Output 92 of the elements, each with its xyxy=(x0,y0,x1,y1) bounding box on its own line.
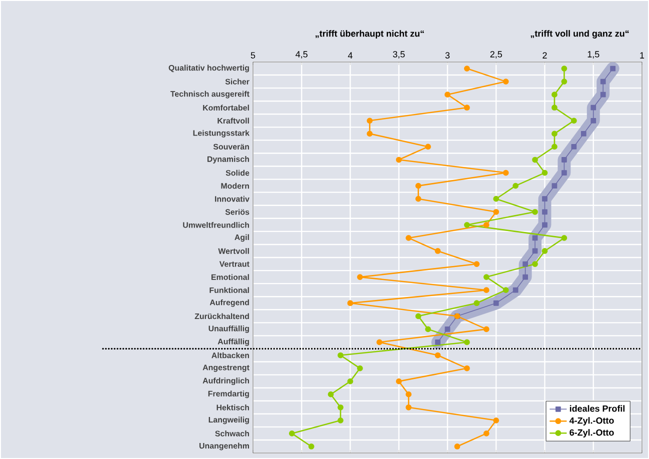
point xyxy=(590,118,596,124)
point xyxy=(542,248,548,254)
point xyxy=(474,300,480,306)
legend-label: ideales Profil xyxy=(570,405,625,412)
point xyxy=(434,248,441,254)
point xyxy=(483,326,490,332)
text: „trifft voll und ganz zu“ xyxy=(530,30,629,38)
point xyxy=(347,300,354,306)
point xyxy=(396,378,402,384)
point xyxy=(600,92,606,98)
point xyxy=(415,313,422,320)
point xyxy=(610,66,616,72)
point xyxy=(562,157,567,162)
point xyxy=(338,404,344,410)
point xyxy=(357,365,363,372)
point xyxy=(347,378,354,384)
point xyxy=(542,196,548,202)
point xyxy=(483,274,490,280)
point xyxy=(561,235,568,241)
point xyxy=(464,66,470,72)
point xyxy=(493,208,500,215)
point xyxy=(308,444,314,450)
point xyxy=(552,104,558,111)
point xyxy=(483,287,490,294)
point xyxy=(434,352,441,358)
point xyxy=(522,274,528,280)
point xyxy=(366,130,373,137)
point xyxy=(552,92,558,98)
point xyxy=(532,261,538,267)
x-tick-label: 1,5 xyxy=(588,51,600,58)
point xyxy=(406,391,412,398)
x-tick-label: 1 xyxy=(640,52,644,58)
point xyxy=(464,222,470,228)
point xyxy=(561,78,568,84)
point xyxy=(406,404,412,410)
x-tick-label: 3,5 xyxy=(392,51,405,58)
point xyxy=(435,340,440,345)
point xyxy=(590,104,596,110)
point xyxy=(542,209,548,215)
point xyxy=(552,183,558,189)
point xyxy=(512,182,519,189)
point xyxy=(454,444,460,450)
point xyxy=(425,144,431,150)
point xyxy=(570,118,577,124)
point xyxy=(338,352,344,358)
x-tick-label: 4,5 xyxy=(296,51,308,58)
point xyxy=(415,196,422,202)
legend-label: 6-Zyl.-Otto xyxy=(570,429,614,438)
point xyxy=(483,222,490,228)
point xyxy=(552,130,558,137)
point xyxy=(600,78,606,84)
legend-label: 4-Zyl.-Otto xyxy=(569,417,614,426)
point xyxy=(396,156,402,163)
x-tick-label: 2,5 xyxy=(490,51,502,58)
point xyxy=(493,417,500,424)
point xyxy=(483,430,490,436)
point xyxy=(532,156,538,163)
point xyxy=(493,196,500,202)
point xyxy=(444,92,450,98)
point xyxy=(532,208,538,215)
point xyxy=(561,66,568,72)
x-tick-label: 4 xyxy=(348,52,352,58)
point xyxy=(493,300,499,306)
point xyxy=(542,222,548,228)
point xyxy=(512,287,518,293)
point xyxy=(338,417,344,424)
x-tick-label: 3 xyxy=(445,52,450,58)
point xyxy=(580,130,586,136)
x-tick-label: 5 xyxy=(250,52,256,58)
point xyxy=(444,326,450,332)
point xyxy=(464,365,470,372)
point xyxy=(542,170,548,176)
point xyxy=(357,274,363,280)
point xyxy=(328,391,334,398)
point xyxy=(502,78,509,84)
point xyxy=(288,430,295,436)
point xyxy=(406,235,412,241)
point xyxy=(562,170,567,176)
point xyxy=(474,261,480,267)
point xyxy=(502,170,509,176)
point xyxy=(571,144,577,150)
point xyxy=(552,144,558,150)
point xyxy=(464,339,470,346)
x-tick-label: 2 xyxy=(542,52,547,58)
point xyxy=(415,182,422,189)
point xyxy=(425,326,431,332)
text: „trifft überhaupt nicht zu“ xyxy=(316,30,424,38)
point xyxy=(464,104,470,111)
point xyxy=(366,118,373,124)
point xyxy=(522,261,528,267)
point xyxy=(376,339,382,346)
point xyxy=(502,287,509,294)
